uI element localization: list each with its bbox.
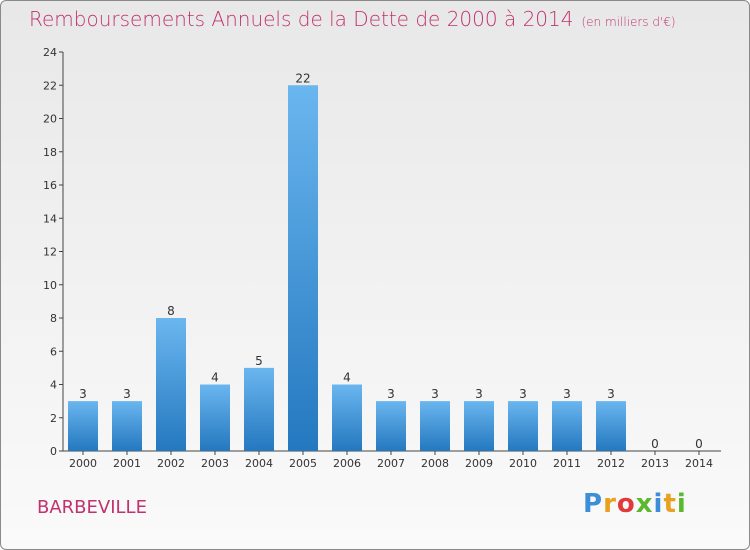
bar bbox=[508, 401, 538, 451]
x-tick-label: 2014 bbox=[685, 457, 713, 470]
bar bbox=[156, 318, 186, 451]
logo-letter: x bbox=[635, 489, 654, 519]
x-tick-label: 2010 bbox=[509, 457, 537, 470]
bar bbox=[244, 367, 274, 451]
x-tick-label: 2004 bbox=[245, 457, 273, 470]
y-tick-label: 14 bbox=[43, 212, 57, 225]
data-label: 8 bbox=[167, 304, 175, 318]
y-tick-label: 12 bbox=[43, 246, 57, 259]
logo-letter: o bbox=[616, 489, 636, 519]
y-tick-label: 0 bbox=[50, 445, 57, 458]
data-label: 22 bbox=[295, 71, 310, 85]
logo-letter: P bbox=[583, 489, 604, 519]
x-tick-label: 2012 bbox=[597, 457, 625, 470]
chart-title-text: Remboursements Annuels de la Dette de 20… bbox=[29, 7, 574, 31]
data-label: 3 bbox=[79, 387, 87, 401]
data-label: 3 bbox=[519, 387, 527, 401]
logo-letter: t bbox=[663, 489, 677, 519]
bar bbox=[68, 401, 98, 451]
bar bbox=[420, 401, 450, 451]
y-tick-label: 4 bbox=[50, 379, 57, 392]
data-label: 0 bbox=[651, 437, 659, 451]
x-tick-label: 2003 bbox=[201, 457, 229, 470]
data-label: 3 bbox=[607, 387, 615, 401]
x-tick-label: 2000 bbox=[69, 457, 97, 470]
data-label: 3 bbox=[387, 387, 395, 401]
x-tick-label: 2002 bbox=[157, 457, 185, 470]
bar bbox=[464, 401, 494, 451]
unit-note: (en milliers d'€) bbox=[581, 15, 676, 29]
y-tick-label: 8 bbox=[50, 312, 57, 325]
bar bbox=[288, 85, 318, 451]
x-tick-label: 2005 bbox=[289, 457, 317, 470]
x-tick-label: 2011 bbox=[553, 457, 581, 470]
logo-letter: r bbox=[603, 489, 617, 519]
bar bbox=[552, 401, 582, 451]
x-tick-label: 2009 bbox=[465, 457, 493, 470]
bar bbox=[596, 401, 626, 451]
y-tick-label: 18 bbox=[43, 146, 57, 159]
logo-letter: i bbox=[676, 489, 687, 519]
data-label: 3 bbox=[475, 387, 483, 401]
bar bbox=[200, 384, 230, 451]
commune-name: BARBEVILLE bbox=[37, 497, 147, 518]
data-label: 4 bbox=[211, 371, 219, 385]
y-tick-label: 22 bbox=[43, 79, 57, 92]
bar bbox=[376, 401, 406, 451]
bar bbox=[332, 384, 362, 451]
chart-title: Remboursements Annuels de la Dette de 20… bbox=[29, 7, 676, 31]
y-tick-label: 20 bbox=[43, 113, 57, 126]
y-tick-label: 16 bbox=[43, 179, 57, 192]
y-tick-label: 10 bbox=[43, 279, 57, 292]
x-tick-label: 2013 bbox=[641, 457, 669, 470]
data-label: 4 bbox=[343, 371, 351, 385]
data-label: 3 bbox=[123, 387, 131, 401]
y-tick-label: 6 bbox=[50, 345, 57, 358]
x-tick-label: 2001 bbox=[113, 457, 141, 470]
data-label: 0 bbox=[695, 437, 703, 451]
data-label: 3 bbox=[563, 387, 571, 401]
data-label: 3 bbox=[431, 387, 439, 401]
proxiti-logo: Proxiti bbox=[583, 489, 687, 519]
x-tick-label: 2008 bbox=[421, 457, 449, 470]
y-tick-label: 24 bbox=[43, 46, 57, 59]
x-tick-label: 2007 bbox=[377, 457, 405, 470]
bar bbox=[112, 401, 142, 451]
logo-letter: i bbox=[653, 489, 664, 519]
y-tick-label: 2 bbox=[50, 412, 57, 425]
data-label: 5 bbox=[255, 354, 263, 368]
x-tick-label: 2006 bbox=[333, 457, 361, 470]
